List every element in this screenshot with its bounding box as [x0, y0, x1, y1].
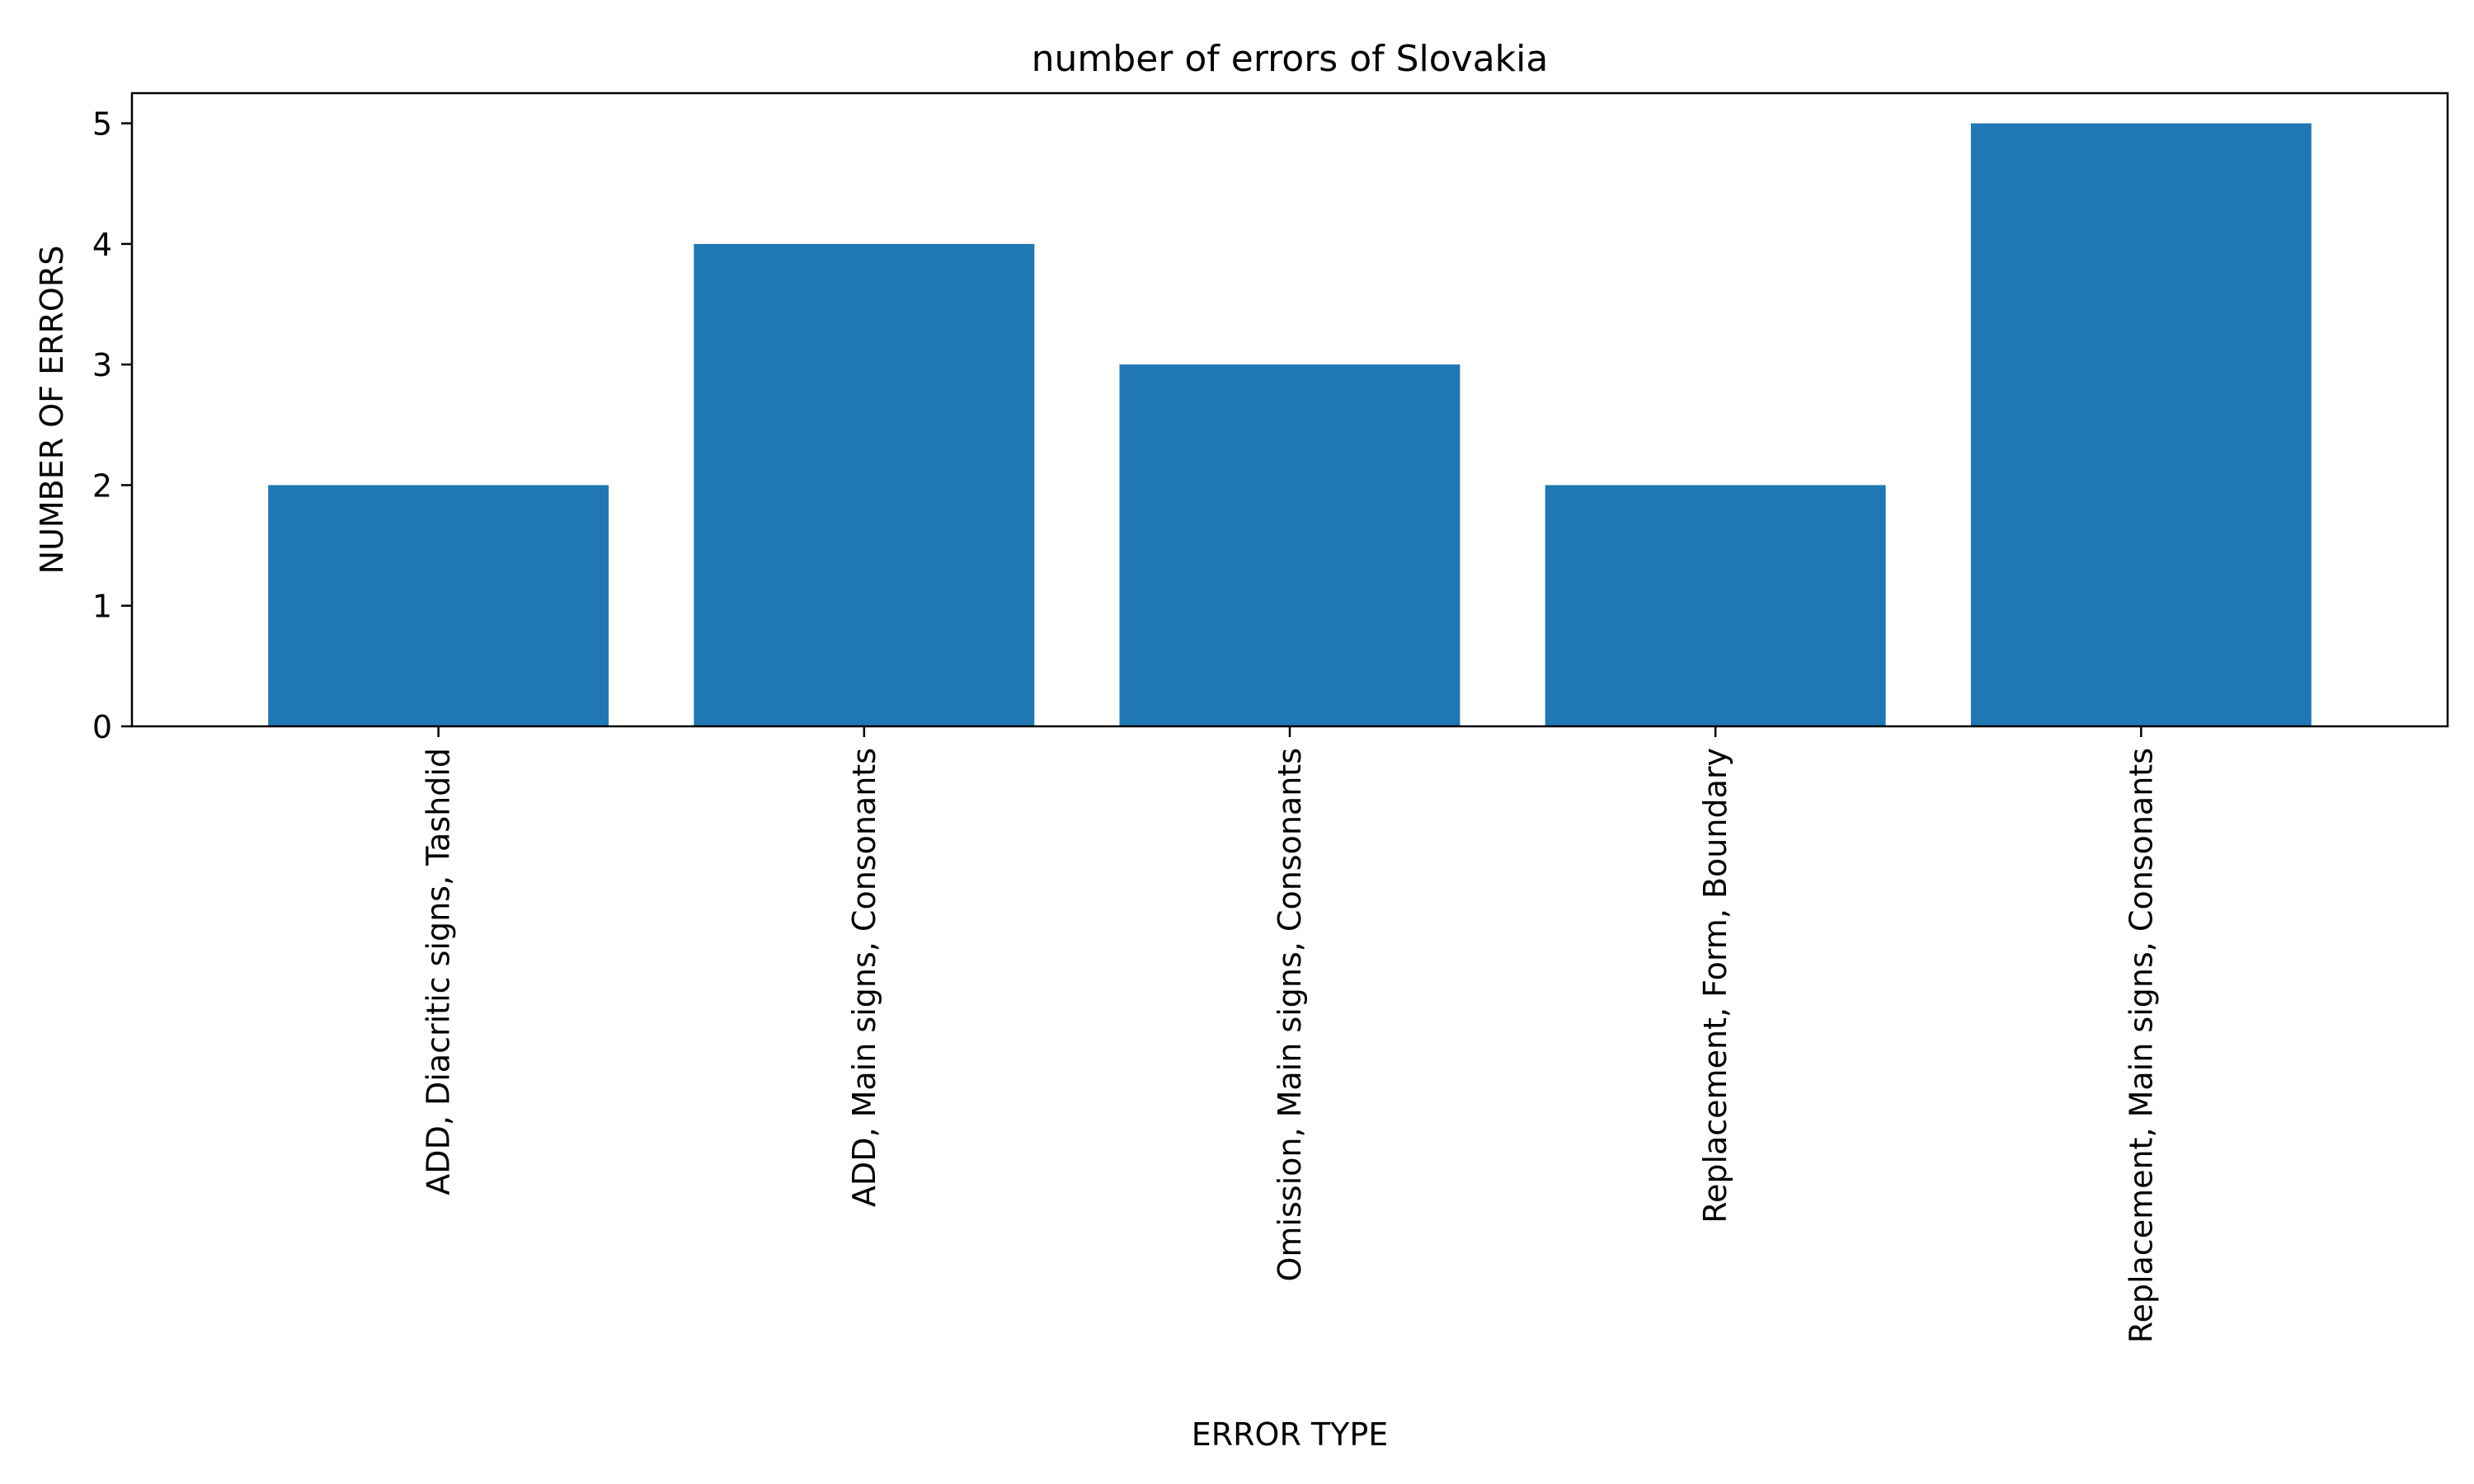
- bars-layer: [268, 123, 2312, 727]
- bar: [694, 243, 1035, 726]
- chart-title: number of errors of Slovakia: [1032, 38, 1549, 80]
- y-tick-label: 0: [92, 709, 112, 745]
- bar: [1119, 364, 1460, 726]
- y-axis: 0 1 2 3 4 5: [92, 106, 132, 745]
- bar: [268, 485, 609, 726]
- x-tick-label: ADD, Main signs, Consonants: [846, 748, 882, 1207]
- x-tick-label: ADD, Diacritic signs, Tashdid: [421, 748, 457, 1195]
- x-axis-label: ERROR TYPE: [1192, 1416, 1389, 1453]
- x-tick-label: Replacement, Form, Boundary: [1697, 748, 1733, 1223]
- x-axis: ADD, Diacritic signs, Tashdid ADD, Main s…: [421, 726, 2159, 1343]
- y-tick-label: 5: [92, 106, 112, 143]
- y-tick-label: 4: [92, 227, 112, 263]
- bar: [1970, 123, 2312, 727]
- y-tick-label: 3: [92, 347, 112, 383]
- x-tick-label: Replacement, Main signs, Consonants: [2123, 748, 2159, 1343]
- y-axis-label: NUMBER OF ERRORS: [34, 246, 70, 575]
- bar: [1545, 485, 1886, 726]
- x-tick-label: Omission, Main signs, Consonants: [1272, 748, 1308, 1282]
- y-tick-label: 2: [92, 467, 112, 504]
- plot-frame: [130, 92, 2449, 728]
- y-tick-label: 1: [92, 589, 112, 625]
